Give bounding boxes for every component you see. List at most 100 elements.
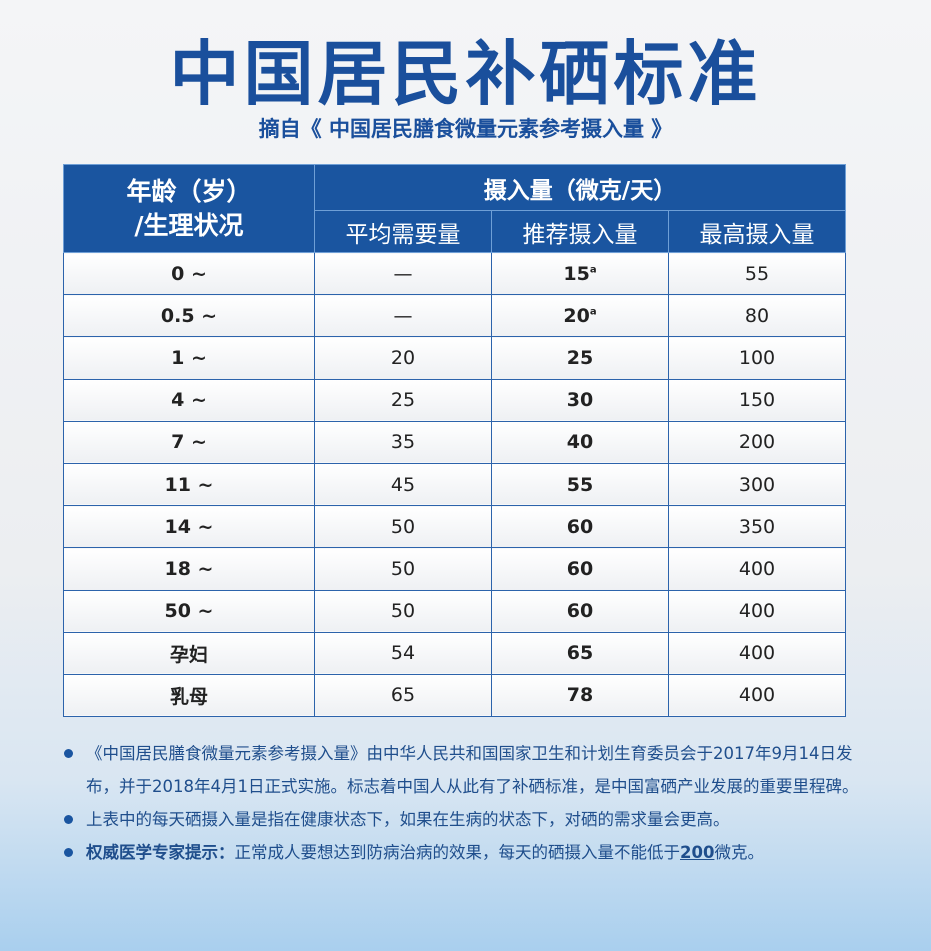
footnote-mark: a: [589, 306, 597, 318]
ear-cell: 20: [314, 336, 492, 380]
age-cell: 50 ~: [63, 589, 315, 633]
age-cell: 乳母: [63, 673, 315, 718]
age-cell: 0.5 ~: [63, 294, 315, 338]
table-row: 18 ~ 50 60 400: [63, 547, 846, 591]
ear-cell-value: —: [393, 304, 413, 327]
rni-cell: 40: [491, 420, 669, 464]
ul-cell: 300: [668, 462, 846, 507]
ul-cell: 150: [668, 378, 846, 422]
age-cell-value: 1 ~: [171, 346, 207, 369]
rni-cell-value: 20: [563, 304, 590, 327]
note-item: 《中国居民膳食微量元素参考摄入量》由中华人民共和国国家卫生和计划生育委员会于20…: [64, 737, 864, 803]
age-cell-value: 50 ~: [164, 600, 214, 623]
rni-cell-value: 65: [566, 642, 594, 665]
ear-cell: 45: [314, 462, 492, 507]
ear-cell-value: 45: [390, 473, 416, 496]
rni-cell-value: 15: [563, 262, 590, 285]
age-cell: 4 ~: [63, 378, 315, 422]
ear-cell: 50: [314, 589, 492, 633]
rni-cell: 25: [491, 336, 669, 380]
table-row: 0 ~ — 15a 55: [63, 251, 846, 296]
ul-cell-value: 300: [738, 473, 776, 496]
ul-cell: 100: [668, 336, 846, 380]
page-title: 中国居民补硒标准: [169, 33, 762, 115]
rni-cell-value: 25: [566, 346, 594, 369]
rni-cell: 20a: [491, 294, 669, 338]
age-cell: 7 ~: [63, 420, 315, 464]
note-text: 正常成人要想达到防病治病的效果，每天的硒摄入量不能低于: [234, 843, 681, 862]
ear-cell-value: 50: [390, 557, 416, 580]
ul-cell: 55: [668, 251, 846, 296]
ear-cell-value: 25: [390, 389, 416, 412]
table-row: 孕妇 54 65 400: [63, 631, 846, 675]
ear-cell: 50: [314, 547, 492, 591]
ul-cell: 350: [668, 505, 846, 549]
ul-cell: 400: [668, 673, 846, 718]
rni-cell-value: 60: [566, 600, 594, 623]
table-row: 14 ~ 50 60 350: [63, 505, 846, 549]
unit-text: 微克。: [714, 843, 764, 862]
age-cell-value: 孕妇: [169, 643, 208, 666]
age-cell: 11 ~: [63, 462, 315, 507]
rni-cell: 65: [491, 631, 669, 675]
note-text: 上表中的每天硒摄入量是指在健康状态下，如果在生病的状态下，对硒的需求量会更高。: [86, 810, 730, 829]
age-cell: 1 ~: [63, 336, 315, 380]
table-row: 0.5 ~ — 20a 80: [63, 294, 846, 338]
note-text: 《中国居民膳食微量元素参考摄入量》由中华人民共和国国家卫生和计划生育委员会于20…: [86, 744, 859, 796]
ul-cell-value: 350: [738, 515, 776, 538]
col-header-ul: 最高摄入量: [668, 210, 846, 253]
age-cell-value: 11 ~: [164, 473, 214, 496]
intake-group-header: 摄入量（微克/天）: [314, 164, 846, 211]
ear-cell-value: 50: [390, 600, 416, 623]
ul-cell-value: 400: [738, 557, 776, 580]
ear-cell: 35: [314, 420, 492, 464]
ear-cell: 65: [314, 673, 492, 718]
rni-cell-value: 60: [566, 557, 594, 580]
rni-cell: 15a: [491, 251, 669, 296]
note-item: 权威医学专家提示：正常成人要想达到防病治病的效果，每天的硒摄入量不能低于200微…: [64, 836, 864, 869]
ul-cell-value: 55: [744, 262, 770, 285]
rni-cell: 60: [491, 589, 669, 633]
subtitle: 摘自《 中国居民膳食微量元素参考摄入量 》: [258, 117, 673, 141]
rni-cell: 60: [491, 505, 669, 549]
age-cell: 18 ~: [63, 547, 315, 591]
ul-cell-value: 400: [738, 642, 776, 665]
age-cell-value: 0.5 ~: [160, 304, 218, 327]
ul-cell: 400: [668, 589, 846, 633]
col-header-ear: 平均需要量: [314, 210, 492, 253]
age-cell-value: 乳母: [169, 685, 208, 708]
ul-cell-value: 400: [738, 684, 776, 707]
ear-cell-value: —: [393, 262, 413, 285]
ear-cell-value: 65: [390, 684, 416, 707]
table-row: 4 ~ 25 30 150: [63, 378, 846, 422]
ear-cell: 54: [314, 631, 492, 675]
ul-cell-value: 80: [744, 304, 770, 327]
ear-cell: —: [314, 294, 492, 338]
rni-cell: 78: [491, 673, 669, 718]
ear-cell-value: 54: [390, 642, 416, 665]
rni-cell: 55: [491, 462, 669, 507]
table-row: 7 ~ 35 40 200: [63, 420, 846, 464]
age-cell: 14 ~: [63, 505, 315, 549]
age-cell: 孕妇: [63, 631, 315, 675]
ear-cell-value: 20: [390, 346, 416, 369]
rni-cell-value: 40: [566, 431, 594, 454]
ul-cell-value: 200: [738, 431, 776, 454]
age-cell-value: 18 ~: [164, 557, 214, 580]
ul-cell: 80: [668, 294, 846, 338]
expert-tip-label: 权威医学专家提示：: [86, 843, 235, 862]
rni-cell-value: 60: [566, 515, 594, 538]
ul-cell: 400: [668, 631, 846, 675]
rni-cell: 60: [491, 547, 669, 591]
ear-cell: 50: [314, 505, 492, 549]
selenium-intake-table: 年龄（岁） /生理状况 摄入量（微克/天） 平均需要量 推荐摄入量 最高摄入量 …: [63, 164, 846, 718]
ear-cell-value: 50: [390, 515, 416, 538]
table-row: 乳母 65 78 400: [63, 673, 846, 718]
notes-list: 《中国居民膳食微量元素参考摄入量》由中华人民共和国国家卫生和计划生育委员会于20…: [64, 737, 864, 869]
ul-cell: 200: [668, 420, 846, 464]
ear-cell: 25: [314, 378, 492, 422]
min-intake-value: 200: [680, 843, 715, 862]
rni-cell: 30: [491, 378, 669, 422]
rni-cell-value: 30: [566, 389, 594, 412]
note-item: 上表中的每天硒摄入量是指在健康状态下，如果在生病的状态下，对硒的需求量会更高。: [64, 803, 864, 836]
